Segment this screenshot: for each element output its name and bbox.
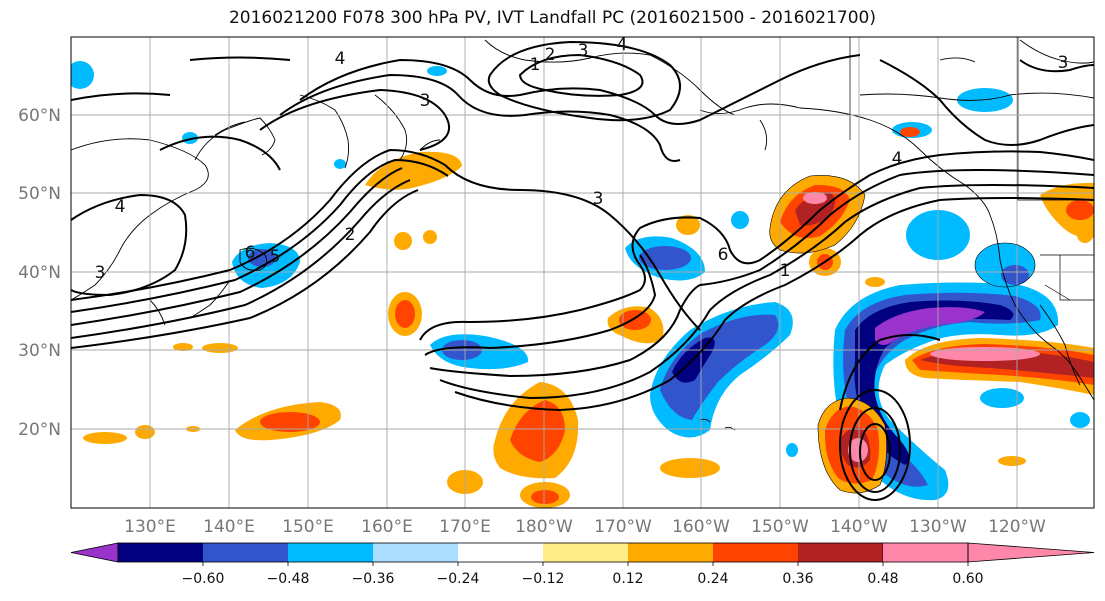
map-frame <box>70 36 1095 509</box>
map-background <box>71 37 1094 508</box>
contour-label: 3 <box>420 91 431 111</box>
contour-label: 4 <box>892 149 903 169</box>
colorbar-swatch <box>373 543 458 562</box>
lat-label: 50°N <box>18 184 61 204</box>
lon-label: 130°W <box>909 517 967 537</box>
lon-label: 150°E <box>282 517 334 537</box>
colorbar-swatch <box>288 543 373 562</box>
colorbar-label: 0.12 <box>612 571 643 587</box>
shading-outlines <box>769 175 1036 494</box>
colorbar-label: −0.36 <box>352 571 395 587</box>
colorbar-swatch <box>543 543 628 562</box>
lon-label: 140°E <box>203 517 255 537</box>
contour-label: 4 <box>115 197 126 217</box>
colorbar-label: 0.60 <box>952 571 983 587</box>
colorbar-label: −0.48 <box>267 571 310 587</box>
colorbar-label: −0.24 <box>437 571 480 587</box>
map-title: 2016021200 F078 300 hPa PV, IVT Landfall… <box>228 8 876 28</box>
lon-label: 160°W <box>672 517 730 537</box>
colorbar-swatch <box>118 543 203 562</box>
contour-label: 4 <box>617 35 628 55</box>
colorbar-swatch <box>628 543 713 562</box>
lon-label: 140°W <box>830 517 888 537</box>
colorbar-swatch <box>203 543 288 562</box>
colorbar-label: 0.48 <box>867 571 898 587</box>
contour-label: 2 <box>345 225 356 245</box>
lat-label: 40°N <box>18 263 61 283</box>
colorbar-swatch <box>713 543 798 562</box>
contour-label: 2 <box>545 45 556 65</box>
lon-label: 160°E <box>361 517 413 537</box>
colorbar-swatch <box>458 543 543 562</box>
colorbar-ticks <box>202 562 969 566</box>
lon-label: 170°W <box>594 517 652 537</box>
colorbar-extend-max-tip <box>967 542 1095 563</box>
lat-label: 30°N <box>18 341 61 361</box>
colorbar-label: −0.12 <box>522 571 565 587</box>
contour-label: 6 <box>718 245 729 265</box>
colorbar-label: 0.36 <box>782 571 813 587</box>
colorbar-swatch <box>798 543 883 562</box>
colorbar-extend-min <box>70 542 119 563</box>
contour-label: 4 <box>335 49 346 69</box>
contour-label: 3 <box>578 41 589 61</box>
longitude-labels: 130°E 140°E 150°E 160°E 170°E 180°W 170°… <box>124 517 1046 537</box>
colorbar-label: 0.24 <box>697 571 728 587</box>
lon-label: 180°W <box>515 517 573 537</box>
lon-label: 150°W <box>751 517 809 537</box>
contour-lines <box>71 40 1094 501</box>
contour-label: 3 <box>1058 53 1069 73</box>
contour-label: 3 <box>95 263 106 283</box>
lon-label: 120°W <box>988 517 1046 537</box>
lat-label: 20°N <box>18 420 61 440</box>
lon-label: 130°E <box>124 517 176 537</box>
colorbar: −0.60 −0.48 −0.36 −0.24 −0.12 0.12 0.24 … <box>70 542 1095 587</box>
contour-label-group: 4 2 3 4 1 3 4 2 6 5 3 6 1 4 3 3 <box>95 35 1069 283</box>
latitude-labels: 60°N 50°N 40°N 30°N 20°N <box>18 106 61 440</box>
contour-label: 1 <box>780 261 791 281</box>
contour-label: 1 <box>530 55 541 75</box>
colorbar-swatch <box>883 543 968 562</box>
gridlines <box>71 37 1094 508</box>
contour-label: 5 <box>270 247 281 267</box>
lat-label: 60°N <box>18 106 61 126</box>
contour-label: 3 <box>593 189 604 209</box>
contour-label: 6 <box>245 243 256 263</box>
colorbar-label: −0.60 <box>182 571 225 587</box>
lon-label: 170°E <box>439 517 491 537</box>
